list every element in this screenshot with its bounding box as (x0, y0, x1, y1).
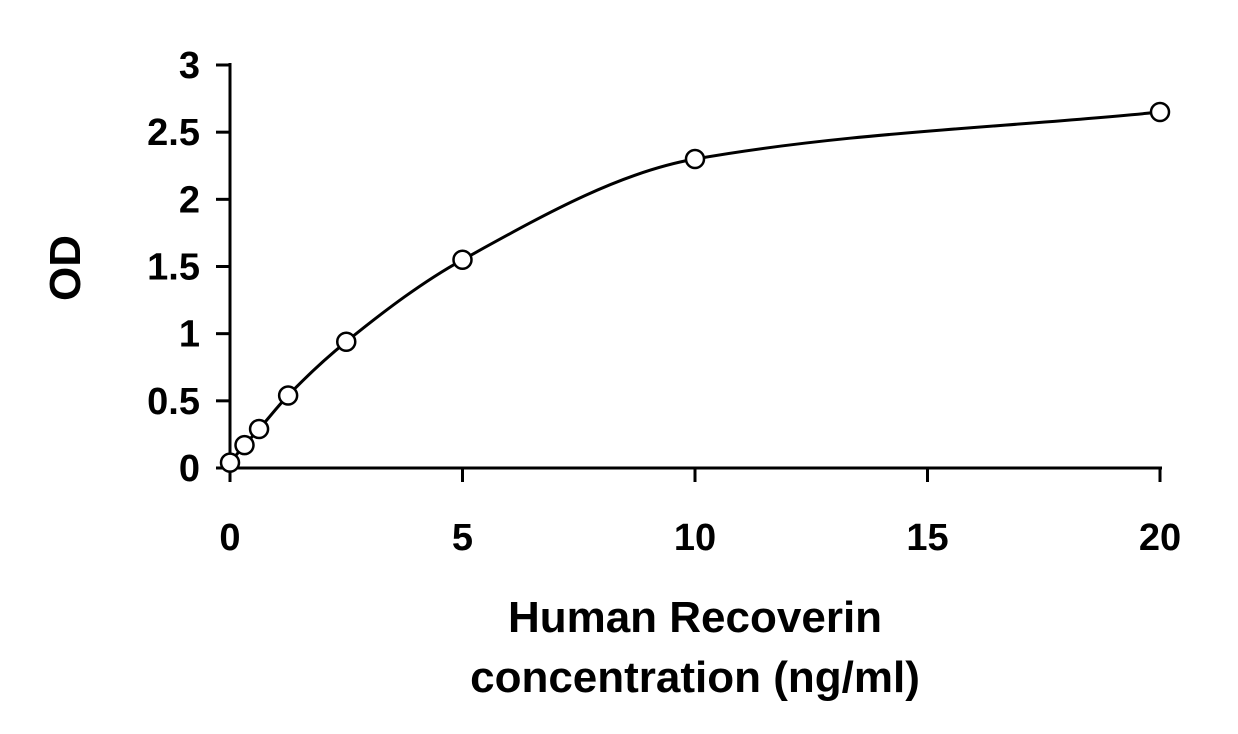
data-point (684, 148, 706, 170)
y-tick-label: 1.5 (147, 247, 200, 289)
x-tick-label: 0 (219, 517, 240, 559)
data-point (452, 249, 473, 271)
x-axis-ticks: 0 5 10 15 20 (219, 468, 1181, 559)
data-point (1149, 101, 1171, 123)
y-tick-label: 2 (179, 179, 200, 221)
y-tick-label: 0.5 (147, 381, 200, 423)
data-point (277, 385, 299, 406)
y-tick-label: 1 (179, 314, 200, 356)
data-point (219, 452, 241, 473)
x-tick-label: 5 (452, 517, 473, 559)
y-tick-label: 0 (179, 448, 200, 490)
y-axis-ticks: 0 0.5 1 1.5 2 2.5 3 (147, 45, 230, 490)
x-axis-title-line-2: concentration (ng/ml) (470, 653, 920, 702)
x-axis-title-line-1: Human Recoverin (508, 593, 882, 642)
y-tick-label: 3 (179, 45, 200, 87)
x-tick-label: 20 (1139, 517, 1181, 559)
y-tick-label: 2.5 (147, 112, 200, 154)
y-axis-title: OD (41, 235, 90, 301)
data-point (336, 331, 357, 352)
x-tick-label: 10 (674, 517, 716, 559)
data-point (234, 434, 255, 456)
data-points (219, 101, 1171, 473)
x-tick-label: 15 (906, 517, 948, 559)
data-point (248, 418, 270, 440)
